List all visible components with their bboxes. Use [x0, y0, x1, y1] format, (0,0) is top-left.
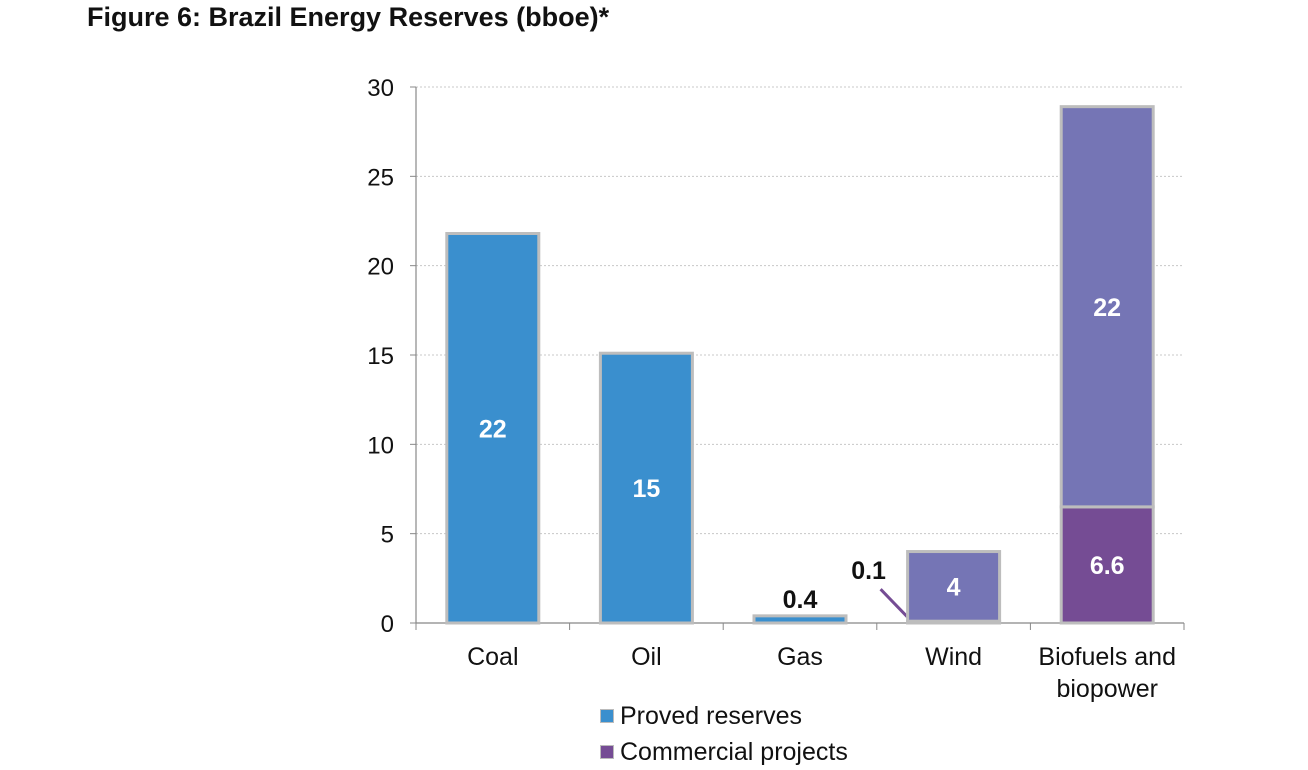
x-tick-label: Coal: [467, 643, 518, 671]
chart-legend: Proved reserves Commercial projects: [600, 698, 848, 770]
legend-label-commercial-projects: Commercial projects: [620, 737, 848, 766]
y-tick-label: 15: [367, 343, 394, 370]
x-tick-label: biopower: [1056, 675, 1157, 703]
data-label: 22: [479, 415, 507, 443]
y-tick-label: 30: [367, 75, 394, 102]
legend-swatch-commercial-projects: [600, 745, 614, 759]
data-label: 4: [947, 573, 961, 601]
data-label-leader-line: [879, 588, 910, 620]
legend-swatch-proved-reserves: [600, 709, 614, 723]
data-label: 22: [1093, 294, 1121, 322]
bar-proved-reserves: [752, 614, 848, 625]
legend-label-proved-reserves: Proved reserves: [620, 701, 803, 730]
data-label: 6.6: [1090, 552, 1125, 580]
y-tick-label: 0: [381, 611, 394, 638]
y-tick-label: 10: [367, 432, 394, 459]
legend-item-proved-reserves: Proved reserves: [600, 698, 848, 734]
x-tick-label: Oil: [631, 643, 662, 671]
y-tick-label: 20: [367, 254, 394, 281]
legend-item-commercial-projects: Commercial projects: [600, 734, 848, 770]
data-label: 15: [632, 475, 660, 503]
y-tick-label: 5: [381, 522, 394, 549]
x-tick-label: Wind: [925, 643, 982, 671]
data-label: 0.4: [783, 586, 818, 614]
bar-commercial-projects: [1059, 505, 1155, 625]
data-label: 0.1: [851, 557, 886, 585]
bar-commercial-projects: [906, 550, 1002, 623]
y-tick-label: 25: [367, 164, 394, 191]
x-tick-label: Biofuels and: [1038, 643, 1176, 671]
bar-proved-reserves: [445, 232, 541, 625]
x-tick-label: Gas: [777, 643, 823, 671]
bar-proved-reserves: [598, 351, 694, 625]
chart-title: Figure 6: Brazil Energy Reserves (bboe)*: [87, 2, 610, 32]
bar-commercial-projects: [1059, 105, 1155, 509]
